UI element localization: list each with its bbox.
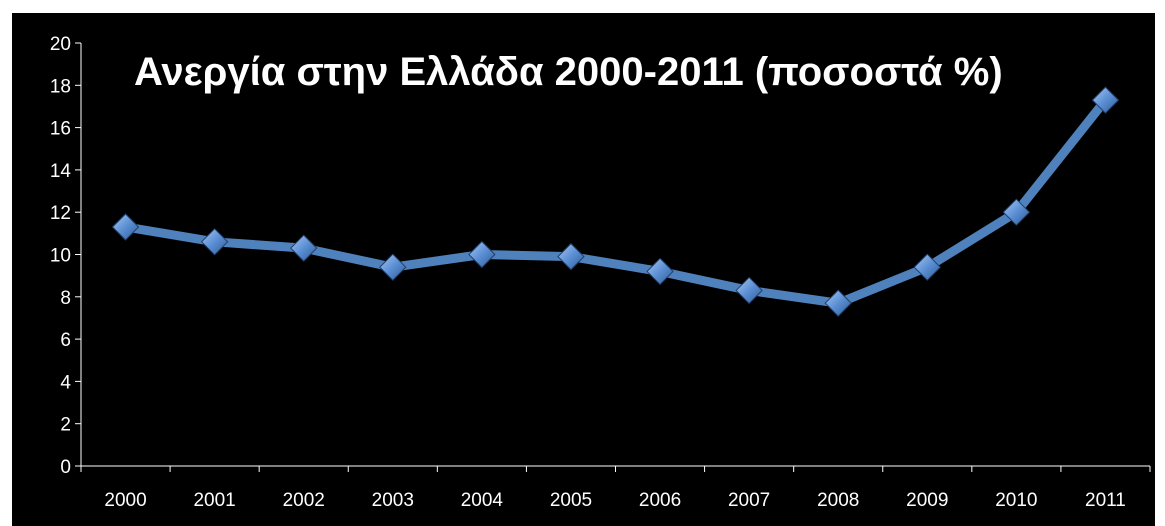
y-tick-label: 2 [60,415,71,436]
x-tick-label: 2003 [372,490,414,511]
x-tick-label: 2004 [461,490,504,511]
x-tick-label: 2002 [283,490,325,511]
chart-area: 0 2 4 6 8 10 12 14 16 18 20 2000 2001 2002 2003 2004 200… [12,13,1155,526]
x-tick-label: 2005 [550,490,592,511]
y-tick-label: 4 [60,372,71,393]
x-tick-label: 2007 [728,490,770,511]
y-tick-label: 8 [60,288,71,309]
y-tick-label: 12 [50,203,71,224]
x-tick-label: 2009 [906,490,948,511]
data-point-marker [1091,86,1120,114]
x-tick-label: 2000 [104,490,146,511]
data-point-marker [379,253,407,281]
y-tick-label: 6 [60,330,71,351]
y-tick-label: 14 [50,161,72,182]
data-point-marker [111,213,140,241]
data-point-marker [646,257,674,286]
series-line [121,95,1110,308]
axes: 0 2 4 6 8 10 12 14 16 18 20 2000 2001 2002 2003 2004 200… [50,34,1151,511]
markers-group [111,86,1120,317]
data-point-marker [557,242,585,271]
x-tick-label: 2001 [193,490,235,511]
data-point-marker [290,234,318,262]
y-tick-label: 10 [50,246,71,267]
data-point-marker [824,289,852,317]
x-tick-label: 2011 [1085,490,1126,511]
x-tick-label: 2006 [639,490,681,511]
data-point-marker [468,240,496,269]
data-point-marker [200,228,229,256]
x-tick-label: 2008 [817,490,859,511]
series-group [121,95,1110,308]
y-tick-label: 0 [60,457,71,478]
data-point-marker [735,276,763,305]
data-point-marker [1002,198,1031,226]
y-tick-label: 20 [50,34,71,55]
line-chart: 0 2 4 6 8 10 12 14 16 18 20 2000 2001 2002 2003 2004 200… [50,34,1151,511]
y-tick-label: 16 [50,119,71,140]
data-point-marker [913,253,941,281]
chart-title: Ανεργία στην Ελλάδα 2000-2011 (ποσοστά %… [134,50,1003,94]
x-tick-label: 2010 [995,490,1037,511]
y-tick-label: 18 [50,76,71,97]
